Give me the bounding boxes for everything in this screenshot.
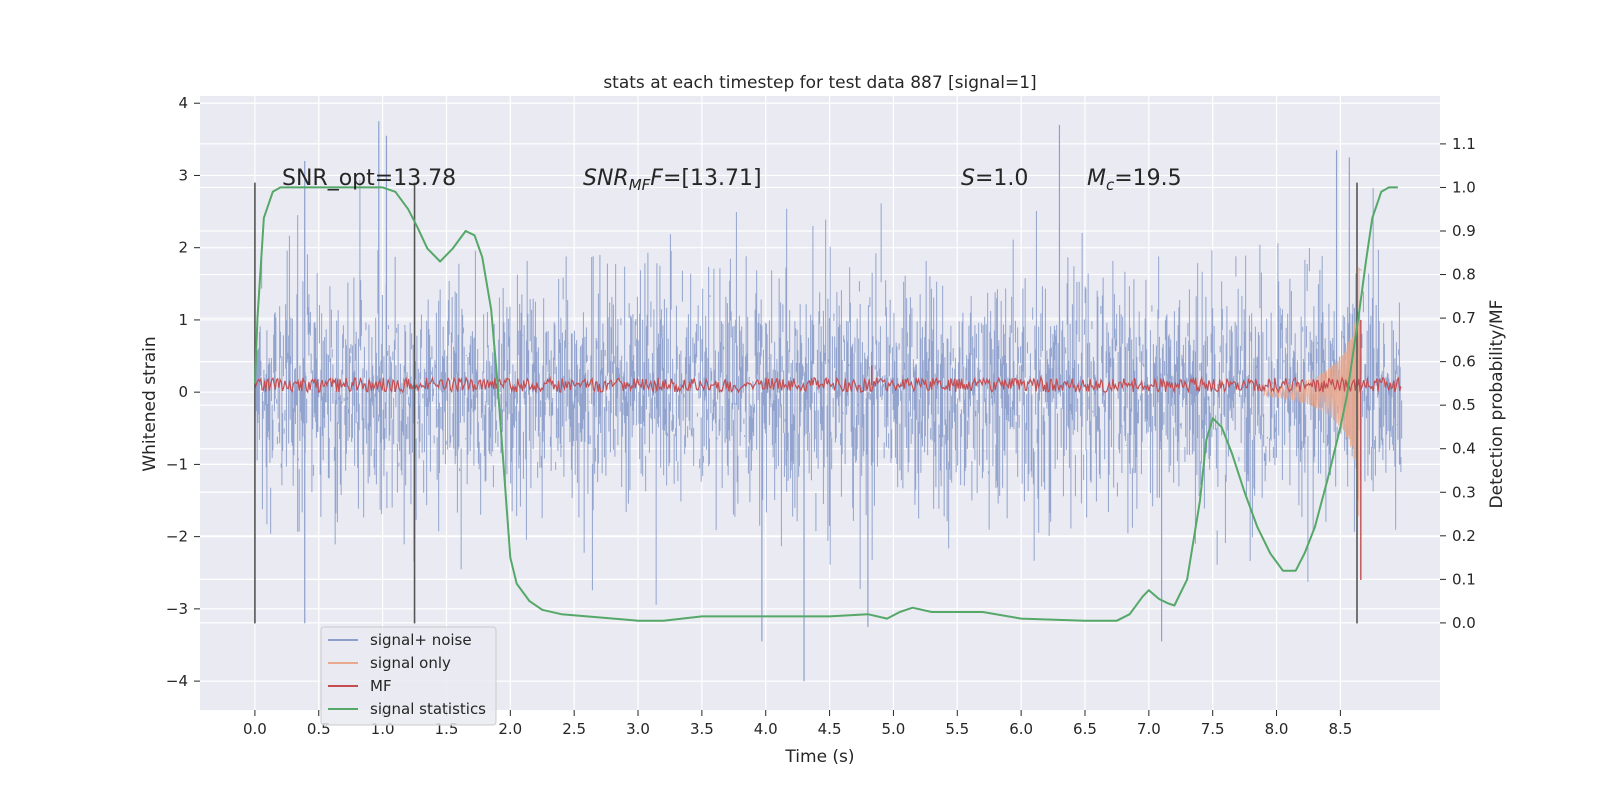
x-tick-label: 6.0 — [1009, 720, 1033, 738]
y-tick-label: 3 — [178, 166, 188, 184]
x-tick-label: 7.0 — [1137, 720, 1161, 738]
y2-tick-label: 0.6 — [1452, 353, 1476, 371]
annotation-s-value: S=1.0 — [961, 166, 1028, 191]
x-tick-label: 0.0 — [243, 720, 267, 738]
x-tick-label: 5.0 — [881, 720, 905, 738]
x-tick-label: 8.0 — [1265, 720, 1289, 738]
signal-statistics-series — [253, 186, 1398, 622]
y2-tick-label: 0.8 — [1452, 266, 1476, 284]
x-tick-label: 4.0 — [754, 720, 778, 738]
y2-axis-label: Detection probability/MF — [1487, 300, 1507, 509]
x-tick-label: 3.5 — [690, 720, 714, 738]
x-tick-label: 6.5 — [1073, 720, 1097, 738]
x-tick-label: 4.5 — [818, 720, 842, 738]
x-tick-label: 7.5 — [1201, 720, 1225, 738]
y-tick-label: 1 — [178, 311, 188, 329]
y2-tick-label: 1.0 — [1452, 178, 1476, 196]
y-tick-label: −1 — [166, 455, 188, 473]
mf-line — [254, 375, 1402, 394]
y2-tick-label: 0.3 — [1452, 483, 1476, 501]
x-tick-label: 2.5 — [562, 720, 586, 738]
annotation-snr-opt: SNR_opt=13.78 — [282, 166, 456, 191]
y-tick-label: −3 — [166, 600, 188, 618]
y2-tick-label: 0.1 — [1452, 570, 1476, 588]
y-tick-label: −2 — [166, 528, 188, 546]
y-tick-label: 0 — [178, 383, 188, 401]
y-tick-label: −4 — [166, 672, 188, 690]
y-axis-label: Whitened strain — [140, 336, 160, 471]
y2-tick-label: 0.0 — [1452, 614, 1476, 632]
y-tick-label: 4 — [178, 94, 188, 112]
signal-statistics-line — [253, 186, 1398, 622]
x-tick-label: 3.0 — [626, 720, 650, 738]
x-tick-label: 8.5 — [1328, 720, 1352, 738]
signal-noise-peaks — [304, 121, 1350, 682]
legend-box — [320, 626, 497, 726]
legend-label-signal-statistics: signal statistics — [370, 700, 486, 718]
y2-tick-label: 0.5 — [1452, 396, 1476, 414]
y2-tick-label: 0.2 — [1452, 527, 1476, 545]
tick-labels: 0.0 0.5 1.0 1.5 2.0 2.5 3.0 3.5 4.0 4.5 5.0 5.5 6.0 6… — [166, 94, 1476, 738]
legend-label-mf: MF — [370, 677, 392, 695]
y2-tick-label: 0.4 — [1452, 440, 1476, 458]
mf-series — [254, 319, 1402, 580]
chart-title: stats at each timestep for test data 887… — [603, 73, 1036, 93]
y-tick-label: 2 — [178, 239, 188, 257]
legend: signal+ noise signal only MF signal stat… — [320, 626, 497, 726]
annotation-mc-value: Mc=19.5 — [1087, 166, 1182, 194]
legend-label-signal-noise: signal+ noise — [370, 631, 472, 649]
legend-label-signal-only: signal only — [370, 654, 451, 672]
x-axis-label: Time (s) — [784, 747, 854, 767]
y2-tick-label: 0.7 — [1452, 309, 1476, 327]
vertical-markers — [254, 182, 1358, 624]
y2-tick-label: 0.9 — [1452, 222, 1476, 240]
x-tick-label: 2.0 — [498, 720, 522, 738]
annotation-snr-mf: SNRMFF=[13.71] — [583, 166, 762, 194]
x-tick-label: 5.5 — [945, 720, 969, 738]
y2-tick-label: 1.1 — [1452, 135, 1476, 153]
